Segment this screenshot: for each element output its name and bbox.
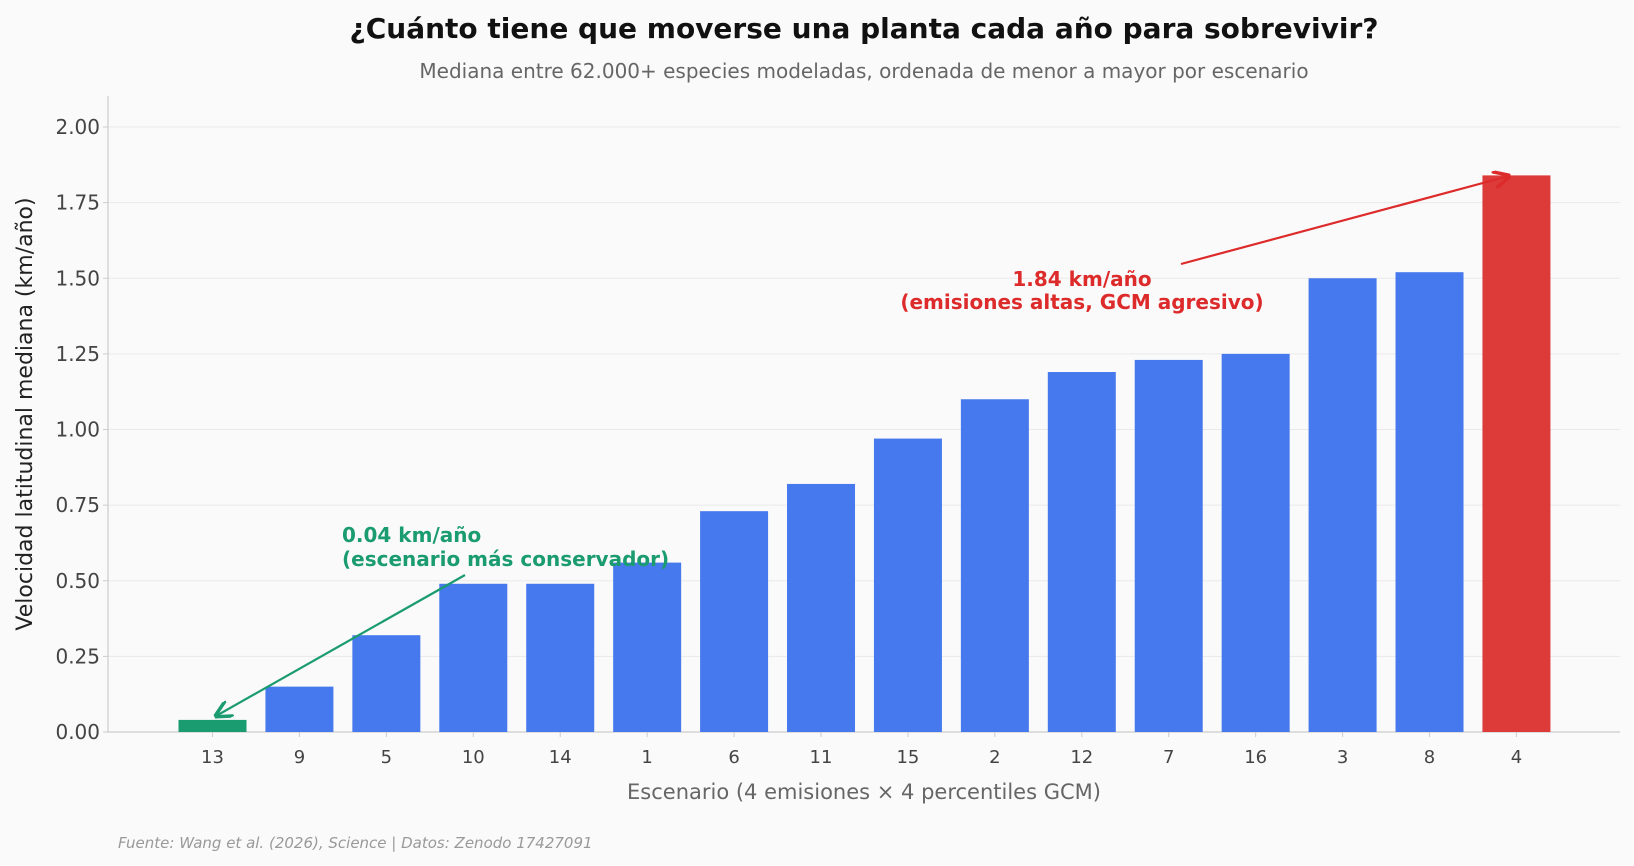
bar-scenario-7: [1134, 359, 1203, 732]
y-tick-label: 0.75: [55, 493, 100, 517]
x-tick-label: 13: [201, 747, 224, 768]
bar-scenario-11: [787, 483, 856, 732]
x-tick-label: 16: [1244, 747, 1267, 768]
y-tick-label: 1.75: [55, 191, 100, 215]
annotation-lowest-line2: (escenario más conservador): [342, 547, 669, 571]
x-tick-label: 12: [1070, 747, 1093, 768]
x-tick-label: 1: [641, 747, 652, 768]
bar-scenario-4: [1482, 175, 1551, 732]
bar-scenario-9: [265, 686, 334, 732]
bar-scenario-15: [873, 438, 942, 732]
bar-scenario-2: [960, 399, 1029, 732]
x-tick-label: 6: [728, 747, 739, 768]
gridlines: [108, 126, 1620, 657]
annotation-lowest-arrow: [216, 574, 466, 716]
x-tick-label: 11: [810, 747, 833, 768]
bar-scenario-1: [613, 562, 682, 732]
y-tick-labels: 0.00 0.25 0.50 0.75 1.00 1.25 1.50 1.75 2.00: [55, 115, 108, 744]
bar-scenario-10: [439, 583, 508, 732]
x-tick-label: 8: [1424, 747, 1435, 768]
axes: [107, 96, 1620, 733]
x-tick-labels: 13 9 5 10 14 1 6 11 15 2 12 7 16 3 8 4: [201, 732, 1522, 768]
x-tick-label: 15: [896, 747, 919, 768]
source-note: Fuente: Wang et al. (2026), Science | Da…: [118, 834, 593, 852]
y-tick-label: 1.00: [55, 418, 100, 442]
y-tick-label: 0.50: [55, 569, 100, 593]
x-tick-label: 7: [1163, 747, 1174, 768]
x-tick-label: 4: [1511, 747, 1522, 768]
bar-scenario-6: [700, 511, 769, 732]
bar-scenario-5: [352, 635, 421, 732]
y-tick-label: 2.00: [55, 115, 100, 139]
x-axis-label: Escenario (4 emisiones × 4 percentiles G…: [627, 780, 1101, 804]
y-tick-label: 1.50: [55, 266, 100, 290]
bar-scenario-14: [526, 583, 595, 732]
annotation-highest-line1: 1.84 km/año: [1012, 267, 1151, 291]
bar-scenario-3: [1308, 278, 1377, 732]
bar-scenario-8: [1395, 272, 1464, 732]
x-tick-label: 3: [1337, 747, 1348, 768]
annotation-highest-line2: (emisiones altas, GCM agresivo): [900, 290, 1263, 314]
annotation-highest-arrow: [1180, 176, 1509, 266]
x-tick-label: 9: [294, 747, 305, 768]
annotation-lowest: 0.04 km/año (escenario más conservador): [216, 523, 669, 716]
annotation-highest: 1.84 km/año (emisiones altas, GCM agresi…: [900, 176, 1509, 314]
y-tick-label: 1.25: [55, 342, 100, 366]
x-tick-label: 2: [989, 747, 1000, 768]
x-tick-label: 5: [381, 747, 392, 768]
bar-scenario-13: [178, 719, 247, 732]
x-tick-label: 10: [462, 747, 485, 768]
y-tick-label: 0.00: [55, 720, 100, 744]
bar-scenario-16: [1221, 353, 1290, 732]
chart-subtitle: Mediana entre 62.000+ especies modeladas…: [419, 59, 1308, 83]
y-axis-label: Velocidad latitudinal mediana (km/año): [13, 197, 38, 630]
bars: [178, 175, 1551, 732]
bar-scenario-12: [1047, 372, 1116, 732]
x-tick-label: 14: [549, 747, 572, 768]
chart-title: ¿Cuánto tiene que moverse una planta cad…: [349, 12, 1378, 45]
annotation-lowest-line1: 0.04 km/año: [342, 523, 481, 547]
y-tick-label: 0.25: [55, 644, 100, 668]
